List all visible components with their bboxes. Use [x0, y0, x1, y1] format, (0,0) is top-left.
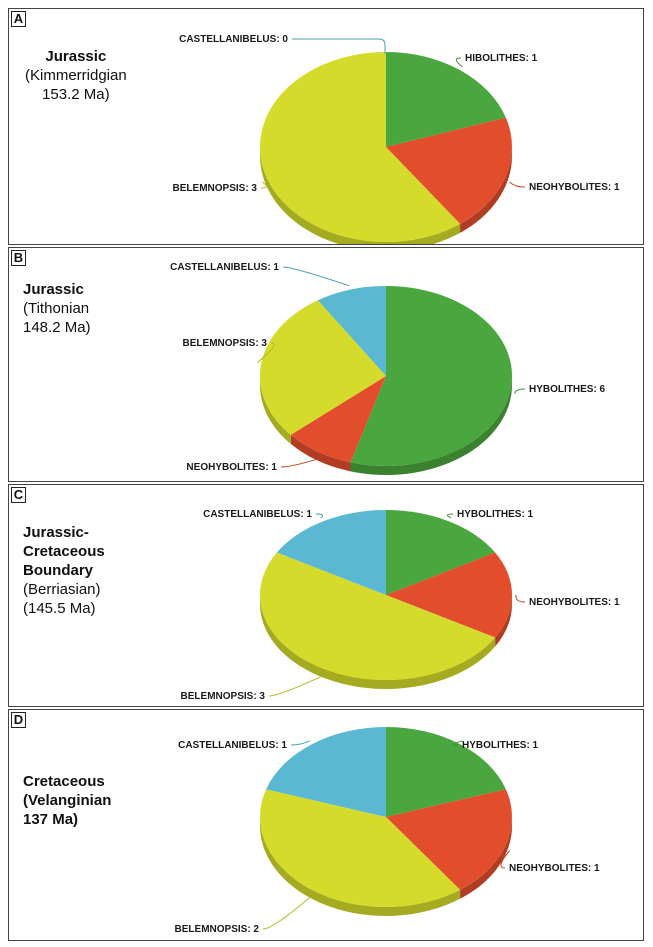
slice-label-castellanibelus: CASTELLANIBELUS: 0	[179, 34, 288, 45]
leader-line-castellanibelus	[282, 266, 350, 287]
panel-letter: D	[11, 712, 26, 728]
pie-slice-belemnopsis	[260, 552, 496, 680]
leader-line-belemnopsis	[262, 897, 310, 930]
leader-line-neohybolites	[509, 181, 526, 188]
pie-wall-belemnopsis	[260, 376, 291, 444]
pie-slice-castellanibelus	[266, 727, 386, 817]
leader-line-neohybolites	[500, 850, 511, 869]
era-name: Jurassic- Cretaceous Boundary	[23, 524, 105, 579]
pie-chart: HYBOLITHES: 6 NEOHYBOLITES: 1 BELEMNOPSIS:…	[170, 262, 606, 475]
pie-slice-castellanibelus	[317, 286, 386, 376]
panel-d: D Cretaceous (Velanginian 137 Ma) HYBOLITHE…	[8, 709, 644, 941]
pie-wall-neohybolites	[460, 147, 512, 233]
leader-line-belemnopsis	[257, 342, 275, 364]
pie-chart: HYBOLITHES: 1 NEOHYBOLITES: 1 BELEMNOPSIS:…	[181, 509, 620, 702]
slice-label-neohybolites: NEOHYBOLITES: 1	[529, 597, 620, 608]
era-label: Jurassic- Cretaceous Boundary (Berriasian…	[23, 523, 105, 618]
pie-slice-belemnopsis	[260, 789, 461, 907]
leader-line-castellanibelus	[290, 740, 310, 746]
pie-slice-hybolithes	[386, 510, 496, 595]
slice-label-hybolithes: HYBOLITHES: 1	[457, 509, 534, 520]
era-name: Cretaceous	[23, 773, 105, 790]
slice-label-castellanibelus: CASTELLANIBELUS: 1	[203, 509, 312, 520]
panel-letter: C	[11, 487, 26, 503]
pie-wall-hybolithes	[350, 376, 512, 475]
panel-letter: A	[11, 11, 26, 27]
pie-wall-neohybolites	[290, 434, 351, 472]
leader-line-castellanibelus	[292, 38, 386, 54]
leader-line-hybolithes	[447, 513, 454, 519]
era-age: (Berriasian) (145.5 Ma)	[23, 581, 101, 617]
pie-slice-hibolithes	[386, 52, 506, 147]
slice-label-hibolithes: HIBOLITHES: 1	[465, 53, 538, 64]
slice-label-neohybolites: NEOHYBOLITES: 1	[509, 863, 600, 874]
pie-slice-neohybolites	[386, 117, 512, 224]
pie-slice-hybolithes	[350, 286, 512, 466]
leader-line-neohybolites	[280, 459, 316, 468]
panel-c: C Jurassic- Cretaceous Boundary (Berriasia…	[8, 484, 644, 707]
pie-slice-belemnopsis	[259, 300, 386, 435]
slice-label-belemnopsis: BELEMNOPSIS: 3	[173, 183, 258, 194]
leader-line-hybolithes	[514, 388, 526, 394]
slice-label-castellanibelus: CASTELLANIBELUS: 1	[178, 740, 287, 751]
pie-slice-neohybolites	[386, 789, 512, 890]
era-age: (Velanginian 137 Ma)	[23, 792, 112, 828]
era-age: (Kimmerridgian 153.2 Ma)	[25, 67, 127, 103]
pie-wall-neohybolites	[495, 595, 512, 647]
pie-wall-neohybolites	[460, 817, 512, 899]
pie-chart: HIBOLITHES: 1 NEOHYBOLITES: 1 BELEMNOPSIS:…	[173, 34, 620, 244]
leader-line-neohybolites	[515, 594, 526, 603]
pie-wall-belemnopsis	[260, 817, 461, 916]
era-name: Jurassic	[45, 48, 107, 65]
slice-label-belemnopsis: BELEMNOPSIS: 2	[175, 924, 260, 935]
slice-label-belemnopsis: BELEMNOPSIS: 3	[183, 338, 268, 349]
pie-slice-neohybolites	[290, 376, 386, 463]
leader-line-belemnopsis	[260, 181, 267, 189]
era-label: Jurassic (Tithonian 148.2 Ma)	[23, 280, 91, 337]
slice-label-neohybolites: NEOHYBOLITES: 1	[529, 182, 620, 193]
era-label: Jurassic (Kimmerridgian 153.2 Ma)	[25, 47, 127, 104]
leader-line-belemnopsis	[268, 676, 322, 697]
panel-letter: B	[11, 250, 26, 266]
panel-b: B Jurassic (Tithonian 148.2 Ma) HYBOLITHES:…	[8, 247, 644, 482]
panel-a: A Jurassic (Kimmerridgian 153.2 Ma) HIBOLIT…	[8, 8, 644, 245]
slice-label-hybolithes: HYBOLITHES: 6	[529, 384, 606, 395]
pie-slice-belemnopsis	[260, 52, 461, 242]
pie-wall-belemnopsis	[260, 147, 461, 244]
era-age: (Tithonian 148.2 Ma)	[23, 300, 91, 336]
pie-slice-hybolithes	[386, 727, 506, 817]
slice-label-hybolithes: HYBOLITHES: 1	[462, 740, 539, 751]
era-label: Cretaceous (Velanginian 137 Ma)	[23, 772, 111, 829]
leader-line-castellanibelus	[315, 513, 324, 519]
leader-line-hibolithes	[455, 57, 463, 68]
slice-label-belemnopsis: BELEMNOPSIS: 3	[181, 691, 266, 702]
era-name: Jurassic	[23, 281, 84, 298]
slice-label-castellanibelus: CASTELLANIBELUS: 1	[170, 262, 279, 273]
pie-slice-neohybolites	[386, 552, 512, 638]
pie-chart: HYBOLITHES: 1 NEOHYBOLITES: 1 BELEMNOPSIS:…	[175, 727, 600, 935]
leader-line-hybolithes	[453, 740, 463, 746]
slice-label-neohybolites: NEOHYBOLITES: 1	[186, 462, 277, 473]
pie-slice-castellanibelus	[276, 510, 386, 595]
